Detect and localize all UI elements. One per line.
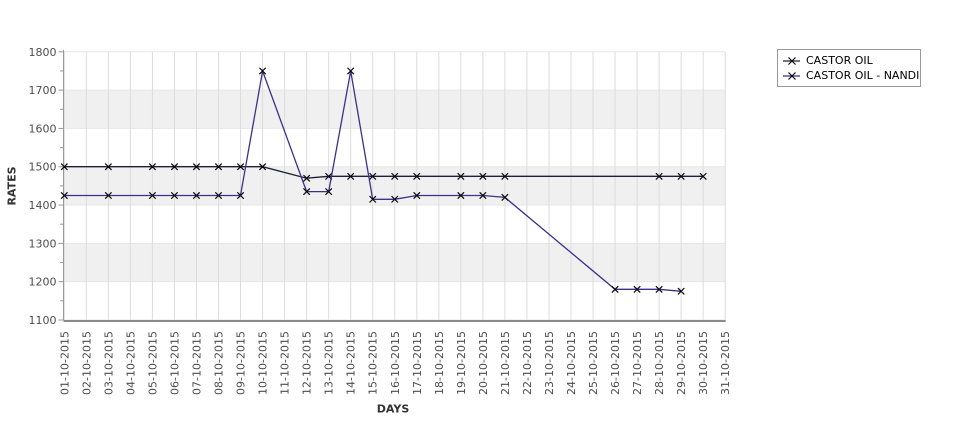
data-point-markers: [60, 67, 685, 295]
data-point-markers: [60, 163, 707, 182]
x-tick-label: 19-10-2015: [455, 331, 468, 395]
x-tick-label: 24-10-2015: [565, 331, 578, 395]
x-tick-label: 06-10-2015: [168, 331, 181, 395]
y-tick-labels: 1100 1200 1300 1400 1500 1600 1700 1800: [29, 46, 57, 327]
y-tick-label: 1200: [29, 276, 57, 289]
x-tick-label: 02-10-2015: [80, 331, 93, 395]
line-marker-icon: [783, 71, 800, 80]
x-tick-label: 04-10-2015: [124, 331, 137, 395]
legend-label: CASTOR OIL: [806, 54, 873, 67]
x-tick-label: 13-10-2015: [323, 331, 336, 395]
y-axis: [58, 49, 64, 321]
x-tick-label: 11-10-2015: [279, 331, 292, 395]
y-tick-label: 1500: [29, 161, 57, 174]
series-castor-oil-nandi: [60, 67, 685, 295]
y-tick-label: 1600: [29, 122, 57, 135]
legend-item-castor-oil-nandi: CASTOR OIL - NANDI: [783, 68, 919, 83]
x-tick-label: 05-10-2015: [146, 331, 159, 395]
series-castor-oil: [60, 163, 707, 182]
x-tick-label: 30-10-2015: [697, 331, 710, 395]
x-tick-label: 16-10-2015: [389, 331, 402, 395]
x-tick-label: 09-10-2015: [235, 331, 248, 395]
x-tick-label: 26-10-2015: [609, 331, 622, 395]
x-gridlines: [63, 51, 726, 320]
x-tick-label: 07-10-2015: [190, 331, 203, 395]
x-tick-label: 23-10-2015: [543, 331, 556, 395]
x-tick-label: 22-10-2015: [521, 331, 534, 395]
y-tick-label: 1100: [29, 314, 57, 327]
y-tick-label: 1400: [29, 199, 57, 212]
x-tick-label: 31-10-2015: [719, 331, 732, 395]
x-tick-label: 17-10-2015: [411, 331, 424, 395]
legend: CASTOR OIL CASTOR OIL - NANDI: [777, 49, 921, 87]
y-tick-label: 1800: [29, 46, 57, 59]
x-tick-label: 01-10-2015: [58, 331, 71, 395]
legend-item-castor-oil: CASTOR OIL: [783, 53, 915, 68]
x-tick-labels: 01-10-2015 02-10-2015 03-10-2015 04-10-2015…: [58, 331, 732, 395]
x-tick-label: 27-10-2015: [631, 331, 644, 395]
x-tick-label: 29-10-2015: [675, 331, 688, 395]
y-tick-label: 1700: [29, 84, 57, 97]
y-axis-title: RATES: [5, 166, 19, 206]
x-tick-label: 08-10-2015: [213, 331, 226, 395]
x-tick-label: 10-10-2015: [257, 331, 270, 395]
x-tick-label: 25-10-2015: [587, 331, 600, 395]
x-axis-title: DAYS: [376, 402, 410, 416]
x-tick-label: 21-10-2015: [499, 331, 512, 395]
x-tick-label: 18-10-2015: [433, 331, 446, 395]
legend-label: CASTOR OIL - NANDI: [806, 69, 920, 82]
x-tick-label: 14-10-2015: [345, 331, 358, 395]
x-tick-label: 15-10-2015: [367, 331, 380, 395]
x-tick-label: 28-10-2015: [653, 331, 666, 395]
line-marker-icon: [783, 56, 800, 65]
x-tick-label: 12-10-2015: [301, 331, 314, 395]
x-tick-label: 03-10-2015: [102, 331, 115, 395]
y-tick-label: 1300: [29, 237, 57, 250]
x-tick-label: 20-10-2015: [477, 331, 490, 395]
